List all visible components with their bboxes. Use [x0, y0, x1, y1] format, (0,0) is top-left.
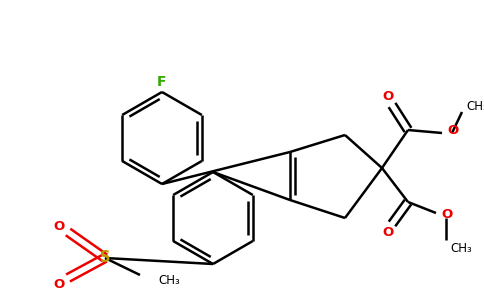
Text: O: O	[53, 278, 65, 290]
Text: O: O	[382, 226, 393, 238]
Text: O: O	[382, 91, 393, 103]
Text: S: S	[100, 250, 110, 266]
Text: CH₃: CH₃	[158, 274, 180, 286]
Text: CH₃: CH₃	[466, 100, 484, 112]
Text: O: O	[53, 220, 65, 233]
Text: F: F	[157, 75, 167, 89]
Text: CH₃: CH₃	[450, 242, 472, 254]
Text: O: O	[441, 208, 452, 221]
Text: O: O	[447, 124, 458, 137]
